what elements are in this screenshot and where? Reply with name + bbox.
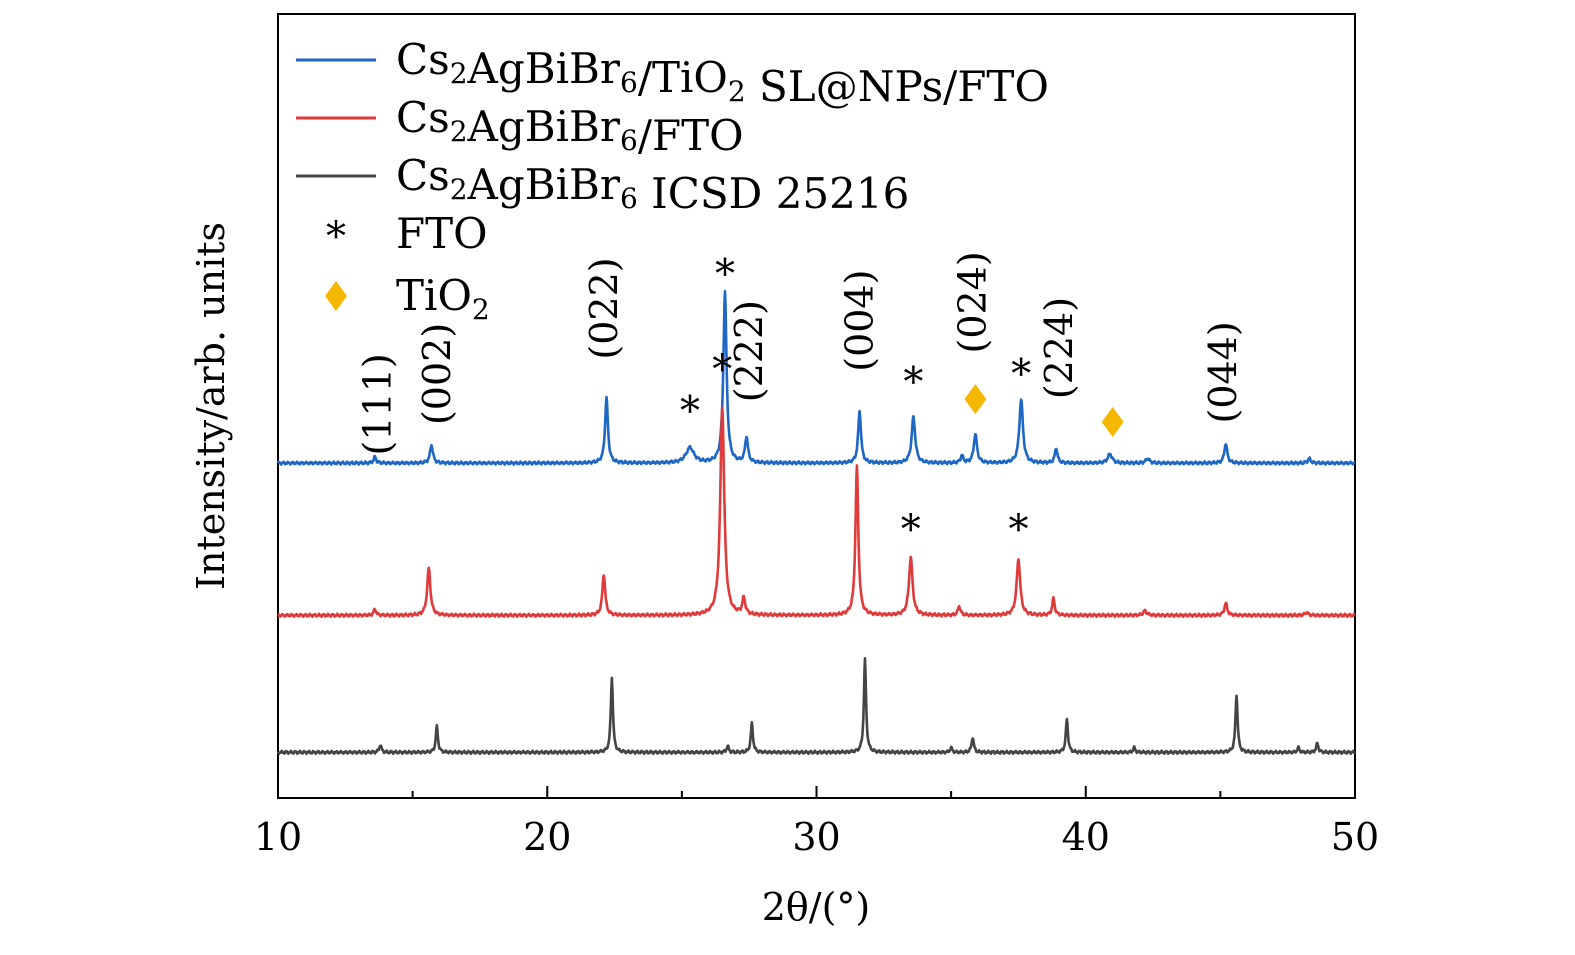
legend-label-tio2: TiO2 <box>396 271 490 326</box>
tio2-diamond-marker <box>1101 406 1124 437</box>
miller-index-label: (111) <box>356 353 400 455</box>
legend-tio2-diamond-icon <box>325 281 347 311</box>
x-axis-ticks: 10 20 30 40 50 <box>254 786 1379 859</box>
legend: Cs2AgBiBr6/TiO2 SL@NPs/FTOCs2AgBiBr6/FTO… <box>296 35 1049 326</box>
legend-label-1: Cs2AgBiBr6/FTO <box>396 93 744 160</box>
legend-fto-star-icon: * <box>326 214 346 260</box>
fto-star-marker: * <box>712 347 732 393</box>
series-lines <box>276 289 1356 756</box>
x-tick-label: 40 <box>1062 815 1110 859</box>
legend-label-fto: FTO <box>396 209 488 258</box>
x-tick-label: 30 <box>792 815 840 859</box>
tio2-diamond-marker <box>964 384 987 415</box>
series-line-0 <box>276 289 1356 466</box>
miller-index-label: (044) <box>1201 321 1245 423</box>
fto-star-marker: * <box>1008 507 1028 553</box>
legend-label-2: Cs2AgBiBr6 ICSD 25216 <box>396 151 909 218</box>
y-axis-label: Intensity/arb. units <box>189 222 233 590</box>
x-tick-label: 50 <box>1331 815 1379 859</box>
peak-annotations: (111) (002) (022) (222) (004) (024) (224) (044) <box>356 251 1245 455</box>
series-line-2 <box>276 657 1356 756</box>
x-tick-label: 20 <box>523 815 571 859</box>
miller-index-label: (024) <box>951 251 995 353</box>
miller-index-label: (022) <box>582 257 626 359</box>
series-line-1 <box>277 406 1356 619</box>
x-axis-label: 2θ/(°) <box>762 885 871 929</box>
miller-index-label: (224) <box>1037 297 1081 399</box>
peak-markers: * * * * * * * <box>680 251 1124 553</box>
fto-star-marker: * <box>680 388 700 434</box>
miller-index-label: (222) <box>727 300 771 402</box>
miller-index-label: (002) <box>415 323 459 425</box>
fto-star-marker: * <box>715 251 735 297</box>
miller-index-label: (004) <box>838 270 882 372</box>
fto-star-marker: * <box>903 359 923 405</box>
legend-label-0: Cs2AgBiBr6/TiO2 SL@NPs/FTO <box>396 35 1049 111</box>
fto-star-marker: * <box>1011 352 1031 398</box>
x-tick-label: 10 <box>254 815 302 859</box>
fto-star-marker: * <box>901 507 921 553</box>
